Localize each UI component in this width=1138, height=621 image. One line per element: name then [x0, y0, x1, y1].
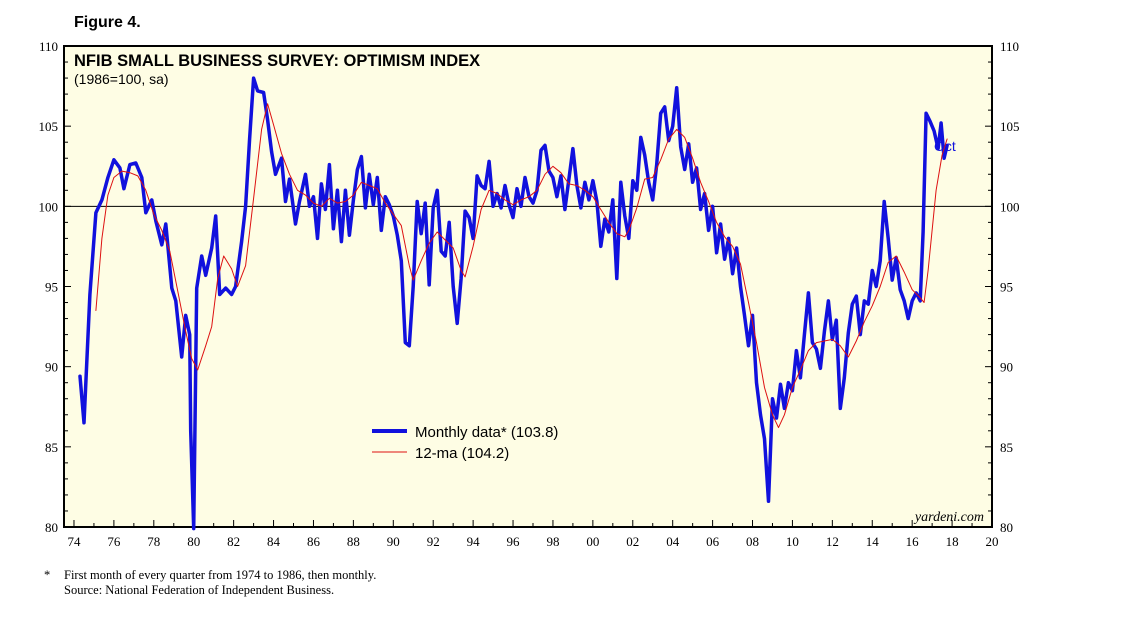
series-layer [78, 76, 949, 531]
y-tick-label-left: 90 [45, 360, 58, 375]
chart-title: NFIB SMALL BUSINESS SURVEY: OPTIMISM IND… [74, 52, 480, 70]
legend-label-ma: 12-ma (104.2) [415, 445, 509, 462]
y-tick-label-left: 100 [39, 199, 59, 214]
x-tick-label: 00 [586, 534, 599, 549]
y-tick-label-right: 110 [1000, 39, 1019, 54]
x-tick-label: 20 [986, 534, 999, 549]
watermark: yardeni.com [913, 510, 984, 525]
y-tick-label-right: 85 [1000, 440, 1013, 455]
legend: Monthly data* (103.8) 12-ma (104.2) [372, 424, 558, 462]
x-tick-label: 92 [427, 534, 440, 549]
x-tick-label: 84 [267, 534, 281, 549]
series-line-monthly [78, 76, 949, 531]
x-tick-label: 90 [387, 534, 400, 549]
series-line-12ma [95, 103, 948, 429]
y-tick-label-left: 80 [45, 520, 58, 535]
x-tick-label: 16 [906, 534, 920, 549]
x-tick-label: 80 [187, 534, 200, 549]
x-tick-label: 14 [866, 534, 880, 549]
legend-label-monthly: Monthly data* (103.8) [415, 424, 558, 441]
figure-label: Figure 4. [74, 14, 141, 31]
x-tick-label: 96 [507, 534, 521, 549]
y-tick-label-right: 90 [1000, 360, 1013, 375]
footnote-marker: * [44, 568, 51, 582]
x-tick-label: 76 [107, 534, 121, 549]
x-tick-label: 12 [826, 534, 839, 549]
y-tick-label-left: 110 [39, 39, 58, 54]
y-tick-label-right: 105 [1000, 119, 1020, 134]
x-tick-label: 06 [706, 534, 720, 549]
x-tick-label: 94 [467, 534, 481, 549]
x-tick-label: 74 [67, 534, 81, 549]
x-tick-label: 98 [546, 534, 559, 549]
x-tick-label: 10 [786, 534, 799, 549]
x-tick-label: 82 [227, 534, 240, 549]
plot-background [63, 45, 993, 528]
y-tick-label-left: 85 [45, 440, 58, 455]
x-tick-label: 86 [307, 534, 321, 549]
y-tick-label-right: 95 [1000, 280, 1013, 295]
y-tick-label-left: 105 [39, 119, 59, 134]
y-tick-label-left: 95 [45, 280, 58, 295]
axis-ticks: 80 80 85 85 90 90 95 95 100 100 105 105 110 110 74 76 78… [39, 39, 1020, 549]
x-tick-label: 08 [746, 534, 759, 549]
footnote: * First month of every quarter from 1974 … [44, 568, 376, 598]
footnote-line-2: Source: National Federation of Independe… [64, 583, 335, 597]
x-tick-label: 88 [347, 534, 360, 549]
y-tick-label-right: 80 [1000, 520, 1013, 535]
x-tick-label: 18 [946, 534, 959, 549]
x-tick-label: 78 [147, 534, 160, 549]
x-tick-label: 02 [626, 534, 639, 549]
y-tick-label-right: 100 [1000, 199, 1020, 214]
footnote-line-1: First month of every quarter from 1974 t… [64, 568, 377, 582]
x-tick-label: 04 [666, 534, 680, 549]
chart-subtitle: (1986=100, sa) [74, 71, 169, 87]
latest-value-label: Oct [934, 138, 956, 154]
